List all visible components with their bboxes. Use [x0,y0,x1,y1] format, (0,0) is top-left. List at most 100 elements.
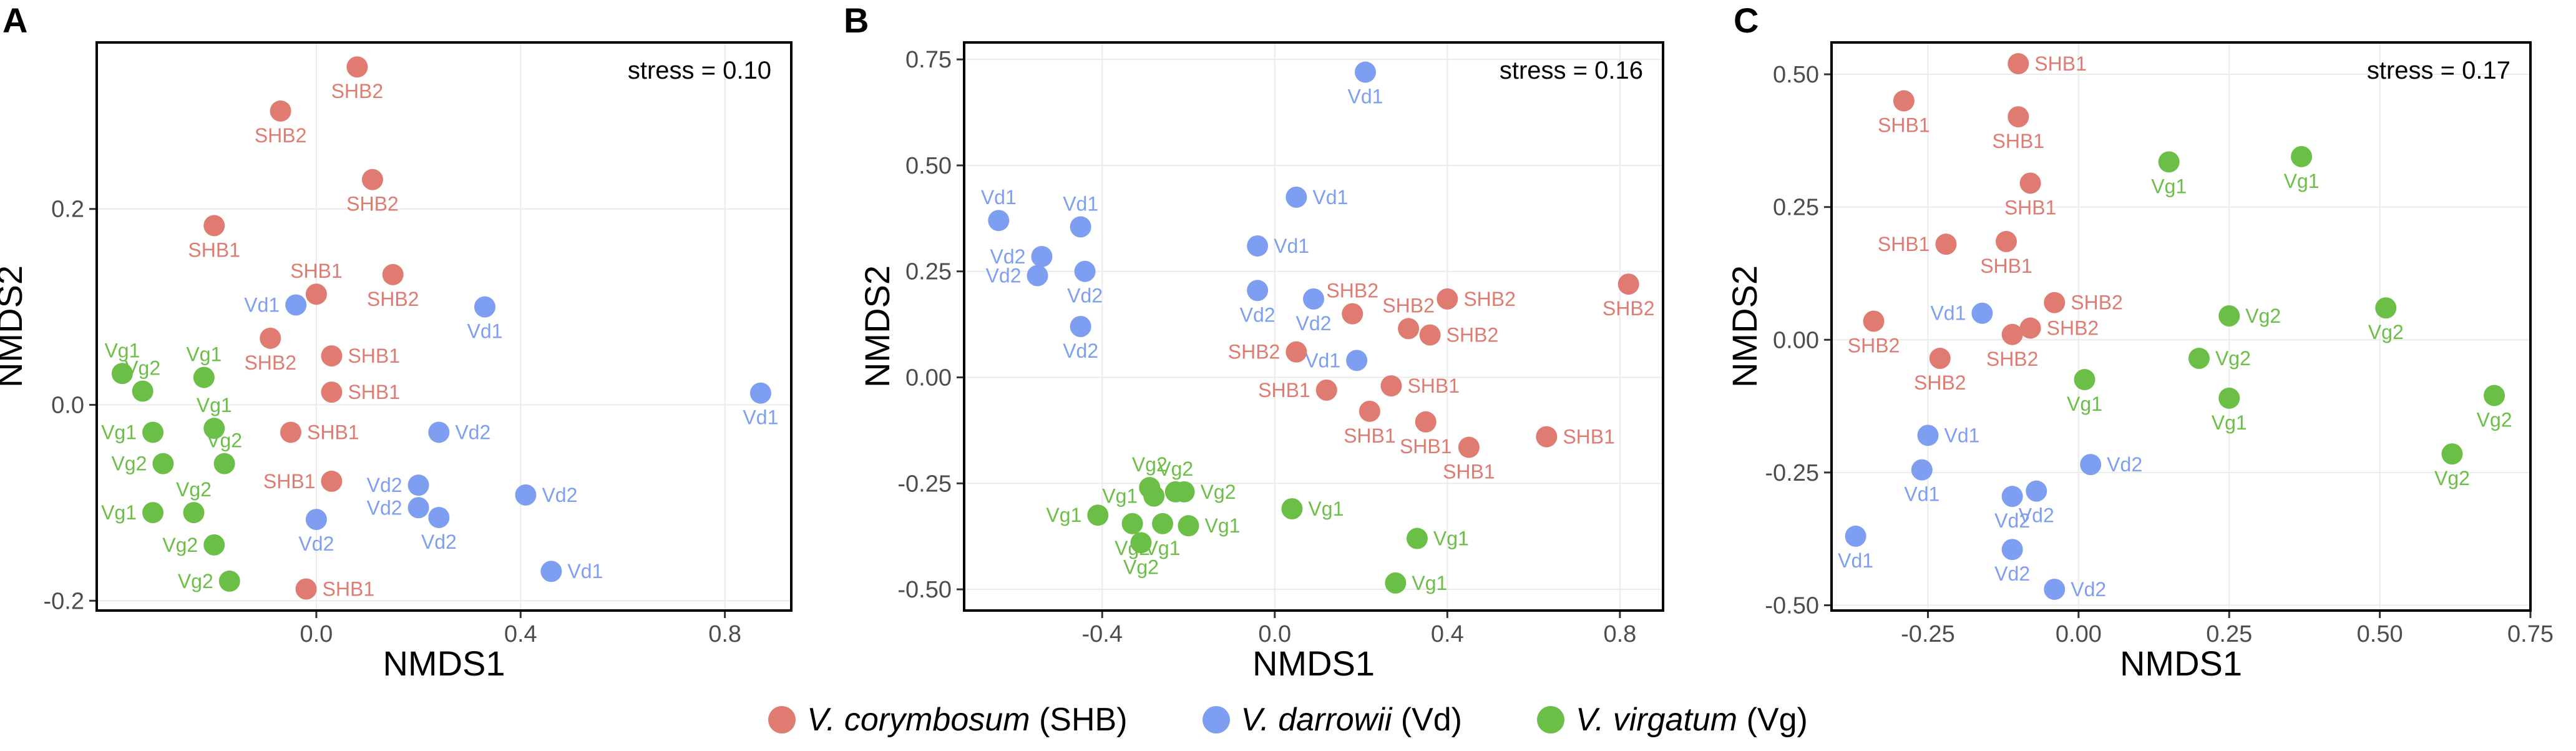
panel-b: B -0.4 0.0 0.4 0.8 -0.50 -0.25 0.00 0.25 0.50 0.7… [844,1,1664,683]
legend: V. corymbosum (SHB) V. darrowii (Vd) V. … [0,698,2576,742]
point-label: Vg1 [2284,170,2320,192]
point-vg [2441,443,2463,465]
point-shb [305,283,327,305]
point-label: Vd2 [367,474,402,496]
point-shb [295,578,317,600]
x-tick-label: 0.25 [2206,621,2252,647]
point-vg [2218,305,2240,326]
y-axis-title: NMDS2 [0,265,29,388]
point-vd [428,421,450,443]
point-vg [1121,513,1143,534]
point-vd [2026,480,2047,502]
point-label: Vg2 [1158,458,1193,480]
point-label: SHB1 [1400,435,1452,458]
legend-code: (SHB) [1038,702,1128,738]
point-label: Vd1 [1274,235,1309,257]
y-tick-label: 0.0 [51,393,84,419]
point-vg [142,502,164,524]
point-vg [2291,145,2313,167]
y-tick-label: -0.50 [1765,592,1819,619]
legend-item-shb: V. corymbosum (SHB) [768,701,1128,739]
point-shb [2019,172,2041,194]
point-label: SHB2 [346,193,399,215]
plot-frame [963,41,1664,612]
point-label: Vd2 [455,421,490,443]
point-vg [2074,369,2095,391]
point-label: SHB1 [1344,425,1396,447]
x-tick-label: 0.50 [2357,621,2403,647]
point-label: Vg1 [197,394,232,416]
point-label: SHB1 [348,345,400,367]
point-label: Vg2 [176,478,212,501]
point-label: SHB2 [255,124,307,147]
y-tick-label: 0.50 [905,153,952,179]
point-label: SHB1 [1980,255,2032,277]
point-label: SHB2 [1914,371,1966,394]
point-label: SHB1 [1563,426,1615,448]
x-tick-label: -0.25 [1901,621,1955,647]
point-shb [203,215,225,237]
x-tick-label: 0.8 [1603,621,1636,647]
y-tick-label: 0.75 [905,47,952,73]
point-label: Vd1 [1312,186,1348,209]
point-shb [2019,317,2041,339]
point-label: Vg2 [178,570,213,592]
legend-marker-vd [1202,706,1230,734]
point-label: Vd1 [1944,424,1979,446]
point-vd [407,474,429,496]
point-label: Vd1 [743,406,778,429]
y-tick-label: 0.50 [1773,62,1819,88]
point-label: SHB1 [188,238,240,261]
point-label: SHB1 [1993,130,2045,152]
x-tick-label: 0.75 [2507,621,2554,647]
point-vg [2218,387,2240,409]
point-vd [1971,302,1993,324]
point-shb [280,421,301,443]
point-label: SHB2 [1986,348,2039,370]
x-tick-label: -0.4 [1081,621,1122,647]
point-label: Vd1 [1063,192,1098,215]
point-vd [749,382,771,404]
point-label: Vd2 [990,245,1026,268]
point-label: Vd2 [367,496,402,519]
x-tick-label: 0.8 [708,621,741,647]
point-vg [1164,481,1186,503]
panel-letter: B [844,1,869,40]
point-label: SHB2 [2047,317,2099,340]
point-vg [132,380,154,402]
point-label: Vd1 [1930,302,1966,325]
point-vd [2001,539,2023,561]
point-label: Vg2 [2477,409,2512,431]
point-label: SHB1 [1878,233,1930,255]
point-vd [1354,61,1376,83]
stress-label: stress = 0.16 [1500,57,1643,84]
legend-item-vd: V. darrowii (Vd) [1202,701,1462,739]
point-vd [2044,578,2066,600]
legend-marker-shb [768,706,796,734]
x-tick-label: 0.0 [300,621,333,647]
point-shb [321,470,343,492]
point-label: Vg1 [1412,572,1447,594]
point-label: SHB2 [1228,341,1281,363]
point-label: SHB1 [263,470,316,493]
point-label: Vg1 [1102,485,1138,508]
stress-label: stress = 0.17 [2367,57,2510,84]
point-label: Vg2 [111,453,147,475]
point-shb [1617,273,1639,295]
point-shb [346,56,368,78]
y-tick-label: 0.00 [905,365,952,391]
point-label: Vd1 [244,293,280,316]
point-vg [203,534,225,556]
point-label: Vg2 [2434,467,2470,489]
point-shb [1458,436,1480,458]
point-shb [2001,323,2023,345]
point-vg [203,418,225,439]
x-tick-label: 0.4 [504,621,537,647]
point-label: SHB1 [323,577,375,600]
y-tick-label: -0.25 [1765,460,1819,486]
y-tick-label: 0.2 [51,197,84,223]
point-label: Vg2 [2245,305,2281,327]
point-vd [428,506,450,528]
point-vd [1070,216,1091,238]
point-label: Vg1 [104,339,140,361]
